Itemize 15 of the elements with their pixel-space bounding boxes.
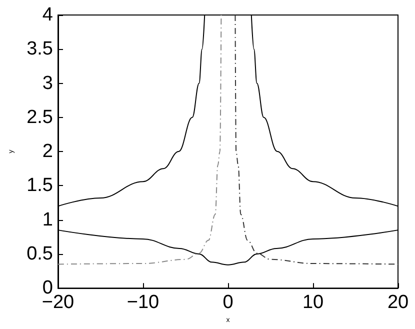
- y-tick-label: 3.5: [26, 38, 53, 60]
- y-tick-label: 0: [42, 278, 53, 299]
- y-tick-label: 2: [42, 141, 53, 162]
- x-tick-label: −10: [126, 292, 160, 314]
- line-series: [58, 14, 222, 265]
- y-tick-label: 3: [42, 72, 53, 94]
- x-tick-label: 20: [387, 292, 409, 314]
- y-tick-label: 4: [42, 4, 54, 26]
- x-tick-label: 10: [302, 292, 324, 314]
- y-tick-label: 0.5: [26, 243, 53, 264]
- x-tick-label: 0: [222, 292, 234, 314]
- y-tick-label: 2.5: [26, 106, 53, 128]
- line-series: [234, 14, 398, 265]
- y-tick-label: 1: [42, 209, 53, 230]
- y-tick-label: 1.5: [26, 175, 53, 196]
